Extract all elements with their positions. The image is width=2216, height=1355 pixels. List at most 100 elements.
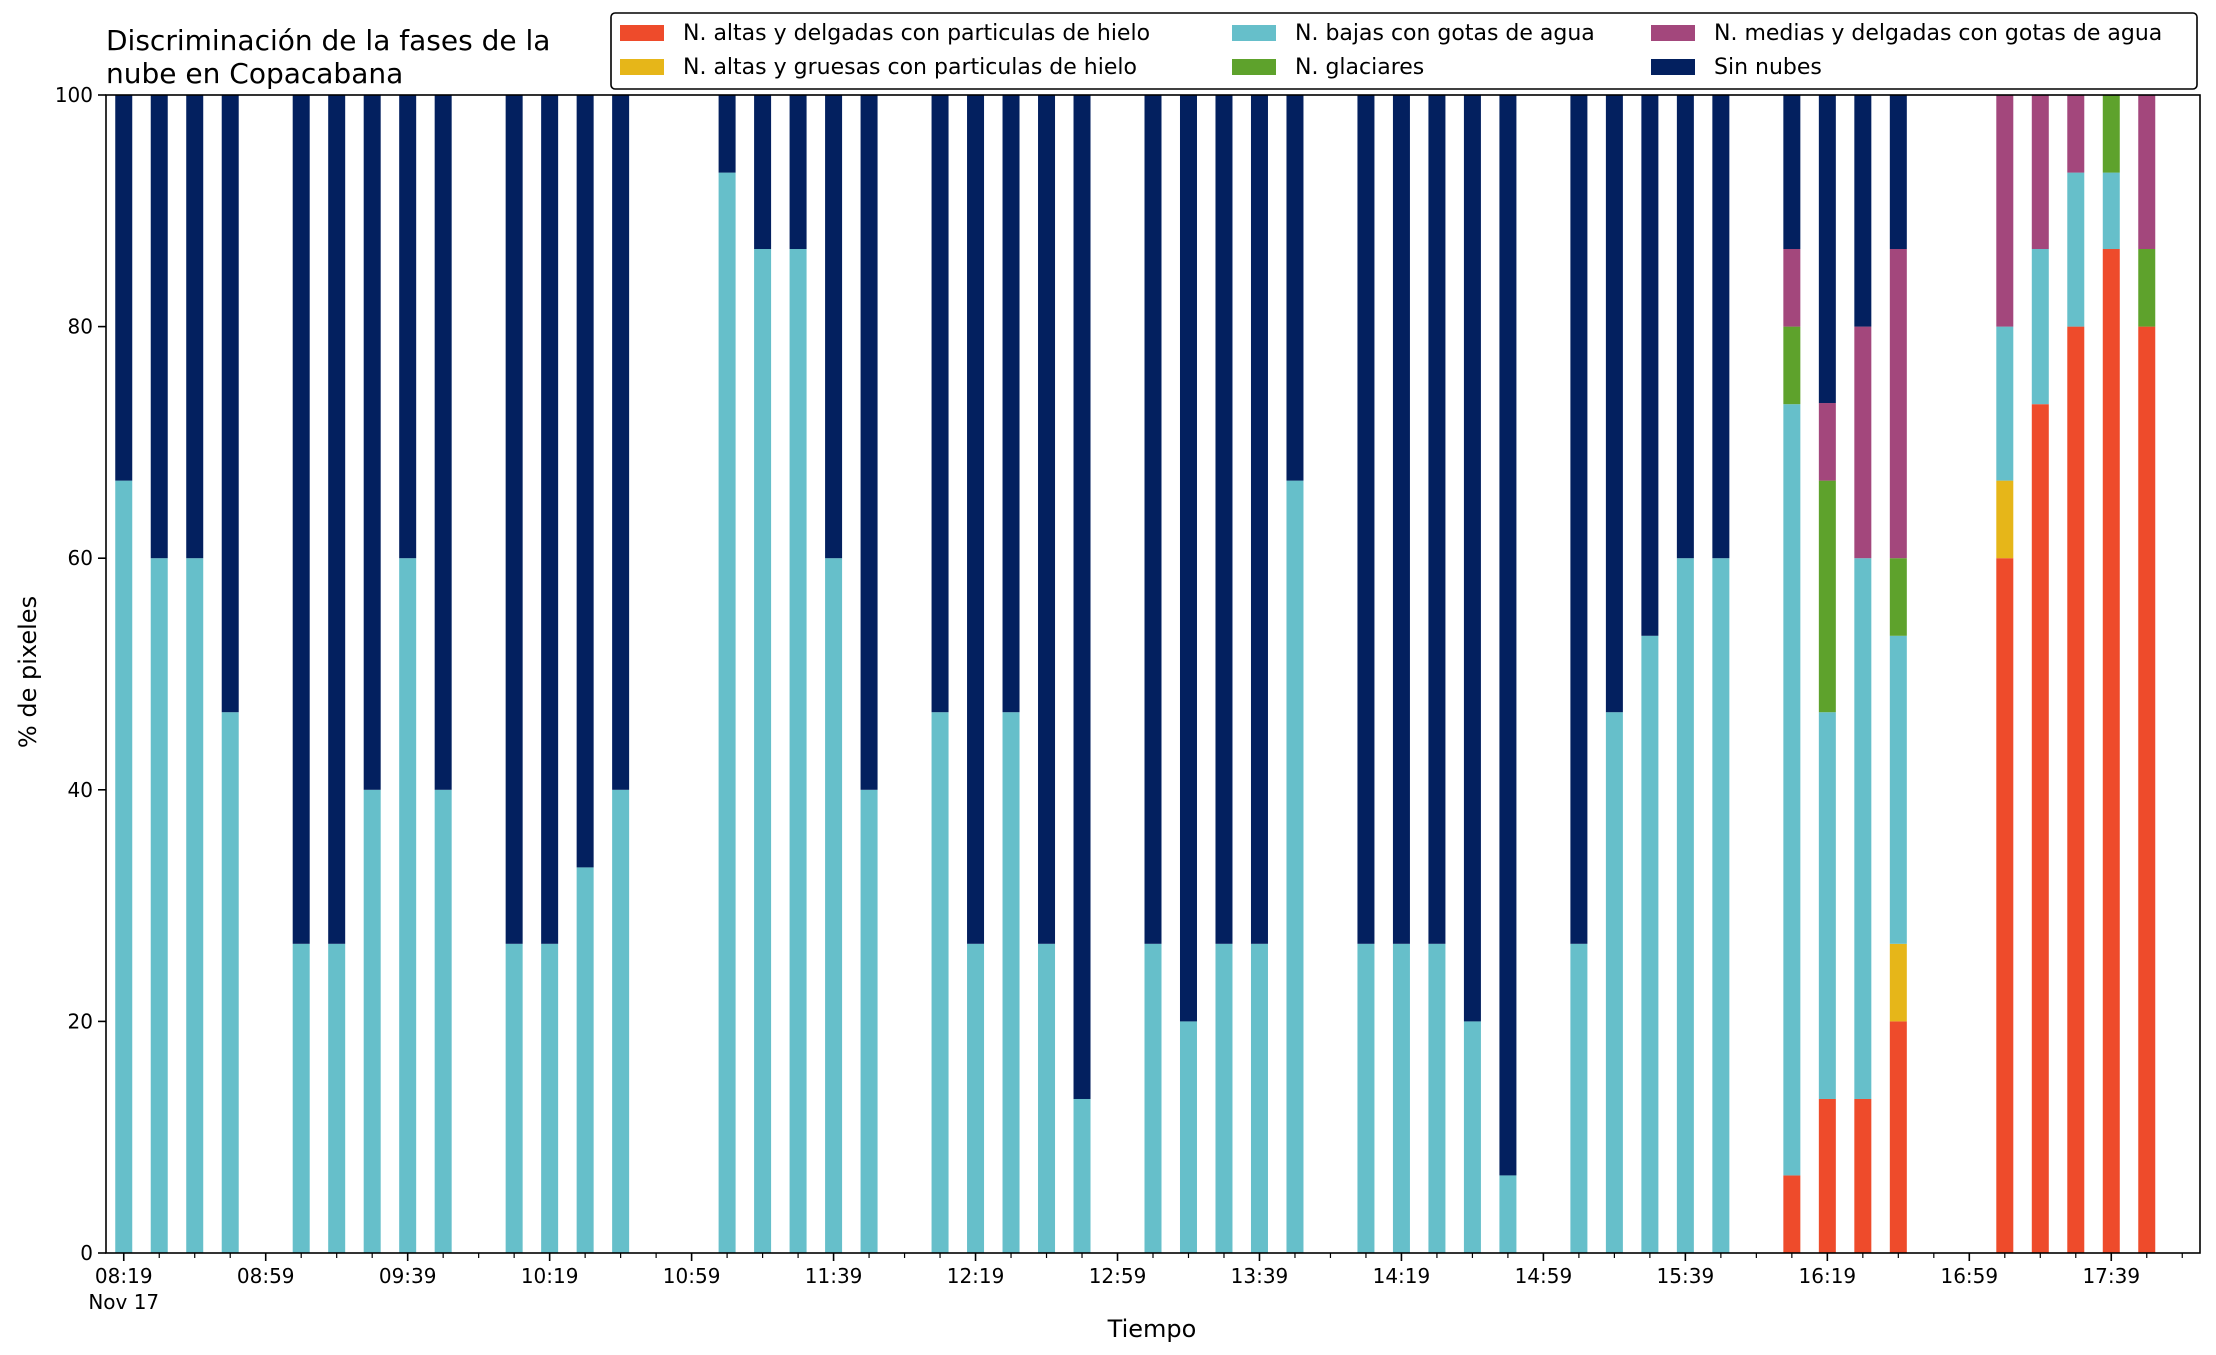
bar-segment-bajas [1889,635,1907,944]
bar-segment-sin_nubes [1641,95,1659,636]
bars-layer [115,95,2156,1254]
bar-segment-bajas [612,789,630,1253]
bar-segment-bajas [1996,326,2014,481]
bar-stack-36 [1392,95,1410,1253]
bar-stack-14 [612,95,630,1253]
bar-stack-1 [150,95,168,1253]
bar-stack-50 [1889,95,1907,1253]
bar-segment-sin_nubes [1215,95,1233,944]
bar-segment-sin_nubes [363,95,381,790]
bar-segment-bajas [1854,558,1872,1099]
bar-stack-18 [754,95,772,1253]
legend-swatch [1232,25,1276,41]
bar-segment-sin_nubes [1463,95,1481,1022]
x-tick-label: 13:39 [1231,1264,1289,1288]
legend-swatch [620,59,664,75]
bar-segment-bajas [1818,712,1836,1099]
bar-segment-bajas [1250,943,1268,1253]
x-tick-label: 17:39 [2082,1264,2140,1288]
bar-segment-bajas [221,712,239,1253]
bar-stack-57 [2138,95,2156,1254]
bar-stack-3 [221,95,239,1253]
y-tick-label: 40 [68,778,93,802]
legend-label: N. glaciares [1295,55,1424,80]
legend-box [610,12,2198,90]
bar-segment-sin_nubes [328,95,346,944]
bar-segment-bajas [328,943,346,1253]
x-tick-label: 12:19 [947,1264,1005,1288]
bar-stack-27 [1073,95,1091,1253]
bar-segment-sin_nubes [576,95,594,868]
bar-stack-25 [1002,95,1020,1253]
bar-segment-altas_delgadas [2138,326,2156,1254]
legend-item-medias: N. medias y delgadas con gotas de agua [1651,21,2162,46]
bar-segment-bajas [1712,558,1730,1253]
y-tick-label: 60 [68,546,93,570]
bar-segment-sin_nubes [1676,95,1694,559]
bar-stack-0 [115,95,133,1253]
y-tick-label: 100 [55,83,93,107]
bar-segment-sin_nubes [186,95,204,559]
bar-stack-13 [576,95,594,1253]
x-tick-label: 08:19 [95,1264,153,1288]
bar-segment-sin_nubes [150,95,168,559]
bar-segment-sin_nubes [1499,95,1517,1176]
bar-segment-bajas [150,558,168,1253]
bar-segment-bajas [754,249,772,1253]
bar-segment-altas_delgadas [1783,1175,1801,1253]
bar-segment-sin_nubes [1002,95,1020,713]
bar-stack-12 [541,95,559,1253]
bar-segment-sin_nubes [825,95,843,559]
bar-segment-bajas [576,867,594,1253]
bar-segment-sin_nubes [1570,95,1588,944]
bar-segment-sin_nubes [967,95,985,944]
bar-segment-bajas [1002,712,1020,1253]
bar-segment-sin_nubes [1854,95,1872,327]
bar-segment-sin_nubes [931,95,949,713]
bar-stack-8 [399,95,417,1253]
x-tick-label: 15:39 [1657,1264,1715,1288]
legend-swatch [620,25,664,41]
bar-segment-glaciares [2138,249,2156,327]
bar-segment-bajas [1215,943,1233,1253]
bar-segment-sin_nubes [1428,95,1446,944]
bar-stack-41 [1570,95,1588,1253]
bar-segment-bajas [1641,635,1659,1253]
bar-stack-54 [2031,95,2049,1253]
bar-segment-sin_nubes [1179,95,1197,1022]
bar-segment-medias [1818,403,1836,481]
bar-stack-32 [1250,95,1268,1253]
bar-segment-sin_nubes [754,95,772,250]
x-tick-label: 11:39 [805,1264,863,1288]
bar-stack-5 [292,95,310,1253]
bar-segment-bajas [1605,712,1623,1253]
x-axis-label: Tiempo [1107,1315,1197,1343]
bar-stack-38 [1463,95,1481,1253]
bar-stack-19 [789,95,807,1253]
bar-segment-altas_gruesas [1996,480,2014,559]
legend-label: N. bajas con gotas de agua [1295,21,1595,46]
bar-segment-bajas [1463,1021,1481,1253]
bar-segment-bajas [1783,404,1801,1176]
bar-segment-bajas [505,943,523,1253]
bar-stack-21 [860,95,878,1253]
bar-stack-31 [1215,95,1233,1253]
bar-segment-sin_nubes [1073,95,1091,1099]
bar-stack-9 [434,95,452,1253]
bar-segment-medias [1889,249,1907,559]
bar-segment-medias [1996,95,2014,327]
bar-stack-20 [825,95,843,1253]
bar-segment-sin_nubes [1889,95,1907,250]
bar-stack-35 [1357,95,1375,1253]
bar-segment-altas_delgadas [1889,1021,1907,1253]
bar-segment-medias [2067,95,2085,173]
bar-stack-26 [1038,95,1056,1253]
bar-stack-47 [1783,95,1801,1253]
bar-segment-glaciares [1889,558,1907,636]
bar-segment-bajas [363,789,381,1253]
bar-segment-sin_nubes [1712,95,1730,559]
bar-segment-sin_nubes [612,95,630,790]
bar-segment-medias [2031,95,2049,250]
bar-segment-sin_nubes [718,95,736,173]
